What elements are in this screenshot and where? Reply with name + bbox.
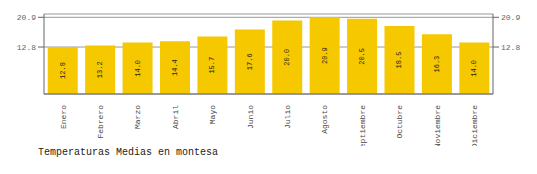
svg-text:20.5: 20.5	[358, 48, 366, 65]
svg-text:20.9: 20.9	[501, 13, 520, 22]
svg-text:12.8: 12.8	[59, 62, 67, 79]
svg-text:Junio: Junio	[246, 105, 255, 129]
svg-text:12.8: 12.8	[17, 43, 36, 52]
svg-text:15.7: 15.7	[208, 57, 216, 74]
svg-text:13.2: 13.2	[96, 61, 104, 78]
svg-text:Diciembre: Diciembre	[470, 105, 479, 146]
svg-text:Abril: Abril	[171, 105, 180, 129]
svg-text:14.0: 14.0	[134, 60, 142, 77]
svg-text:Noviembre: Noviembre	[433, 105, 442, 146]
svg-text:Mayo: Mayo	[208, 105, 217, 124]
svg-text:20.9: 20.9	[17, 13, 36, 22]
svg-text:12.8: 12.8	[501, 43, 520, 52]
svg-text:14.0: 14.0	[470, 60, 478, 77]
html-text:Temperaturas Medias en montesa: Temperaturas Medias en montesa	[38, 147, 218, 158]
svg-text:18.5: 18.5	[395, 52, 403, 69]
svg-text:20.9: 20.9	[321, 47, 329, 64]
svg-text:Julio: Julio	[283, 105, 292, 129]
svg-text:Septiembre: Septiembre	[358, 105, 367, 146]
svg-text:Agosto: Agosto	[320, 105, 329, 134]
svg-text:14.4: 14.4	[171, 59, 179, 76]
svg-text:Enero: Enero	[59, 105, 68, 129]
svg-text:Marzo: Marzo	[133, 105, 142, 129]
svg-text:17.6: 17.6	[246, 53, 254, 70]
svg-text:20.0: 20.0	[283, 49, 291, 66]
svg-text:Octubre: Octubre	[395, 105, 404, 139]
svg-text:Febrero: Febrero	[96, 105, 105, 139]
svg-text:16.3: 16.3	[433, 56, 441, 73]
